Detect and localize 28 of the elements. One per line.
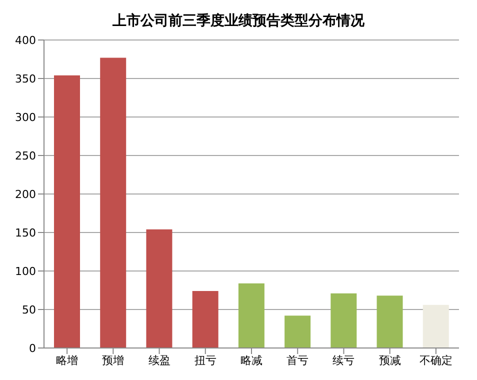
bar: [376, 296, 403, 348]
bar: [330, 293, 357, 348]
bar: [146, 229, 172, 348]
chart-title: 上市公司前三季度业绩预告类型分布情况: [112, 12, 366, 31]
y-tick-label: 350: [15, 72, 36, 86]
bar: [284, 316, 311, 348]
y-tick-label: 400: [15, 34, 36, 47]
bar: [238, 283, 264, 348]
x-tick-label: 首亏: [286, 354, 309, 367]
y-tick-label: 200: [15, 188, 36, 201]
y-tick-label: 250: [15, 149, 36, 162]
y-tick-label: 300: [15, 110, 36, 124]
y-tick-label: 100: [15, 264, 36, 278]
bar: [54, 75, 80, 348]
x-tick-label: 略增: [56, 354, 78, 367]
bar: [192, 291, 218, 348]
y-tick-label: 150: [15, 226, 36, 240]
y-tick-label: 0: [29, 342, 36, 355]
bar: [422, 304, 449, 348]
x-tick-label: 不确定: [419, 354, 452, 367]
y-tick-label: 50: [22, 303, 36, 316]
bar: [100, 58, 126, 348]
x-tick-label: 预增: [102, 354, 124, 367]
x-tick-label: 续亏: [332, 354, 355, 367]
x-tick-label: 略减: [240, 354, 262, 367]
x-tick-label: 预减: [378, 354, 401, 367]
x-tick-label: 续盈: [148, 354, 170, 367]
x-tick-label: 扭亏: [194, 354, 216, 367]
